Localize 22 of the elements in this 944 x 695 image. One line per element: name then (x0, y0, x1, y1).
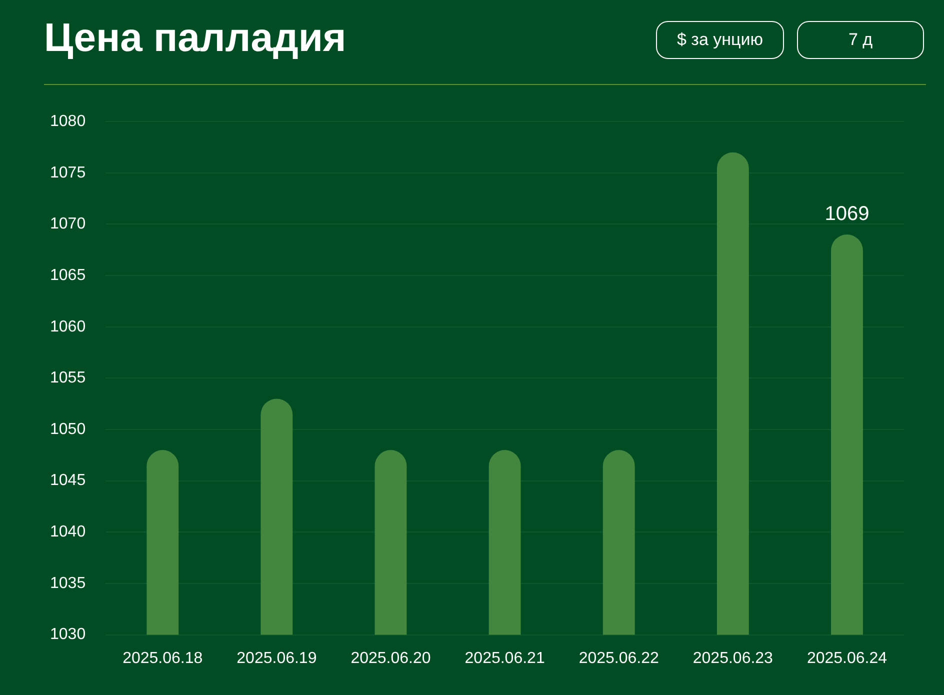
x-tick-label: 2025.06.24 (806, 650, 888, 667)
x-tick-label: 2025.06.22 (578, 650, 659, 667)
x-tick-label: 2025.06.23 (692, 650, 774, 667)
x-tick-label: 2025.06.19 (236, 650, 317, 667)
y-tick-label: 1065 (50, 266, 86, 284)
data-label: 1069 (824, 203, 870, 226)
y-tick-label: 1060 (50, 318, 86, 336)
y-tick-label: 1070 (50, 216, 86, 233)
y-tick-label: 1045 (50, 472, 86, 490)
x-tick-label: 2025.06.20 (350, 650, 431, 667)
y-tick-label: 1030 (50, 626, 86, 644)
x-tick-label: 2025.06.21 (464, 650, 545, 667)
text: 7 д (797, 21, 924, 59)
text: $ за унцию (656, 21, 784, 59)
y-tick-label: 1050 (50, 420, 86, 438)
y-tick-label: 1075 (50, 164, 86, 182)
y-tick-label: 1055 (50, 370, 86, 387)
y-tick-label: 1080 (50, 113, 86, 130)
y-tick-label: 1040 (50, 524, 86, 541)
y-tick-label: 1035 (50, 574, 86, 592)
chart-title: Цена палладия (44, 16, 346, 61)
x-tick-label: 2025.06.18 (122, 650, 203, 667)
